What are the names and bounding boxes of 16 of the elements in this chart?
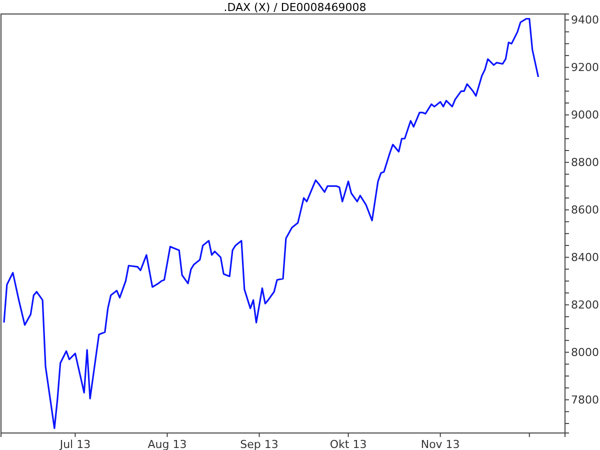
y-tick-label: 8800 (571, 156, 599, 169)
x-tick-label: Okt 13 (330, 438, 367, 450)
x-tick-label: Sep 13 (240, 438, 278, 450)
y-tick-label: 8000 (571, 346, 599, 359)
y-tick-label: 7800 (571, 393, 599, 406)
y-tick-label: 8400 (571, 250, 599, 264)
y-tick-label: 8200 (571, 298, 599, 312)
x-tick-label: Jul 13 (58, 438, 91, 450)
y-tick-label: 9400 (571, 13, 599, 26)
x-tick-label: Aug 13 (148, 438, 187, 450)
y-tick-label: 8600 (571, 203, 599, 216)
x-tick-label: Nov 13 (420, 438, 460, 450)
y-tick-label: 9000 (571, 108, 599, 122)
y-tick-label: 9200 (571, 60, 599, 74)
line-series (3, 18, 540, 430)
chart-title: .DAX (X) / DE0008469008 (224, 1, 366, 14)
